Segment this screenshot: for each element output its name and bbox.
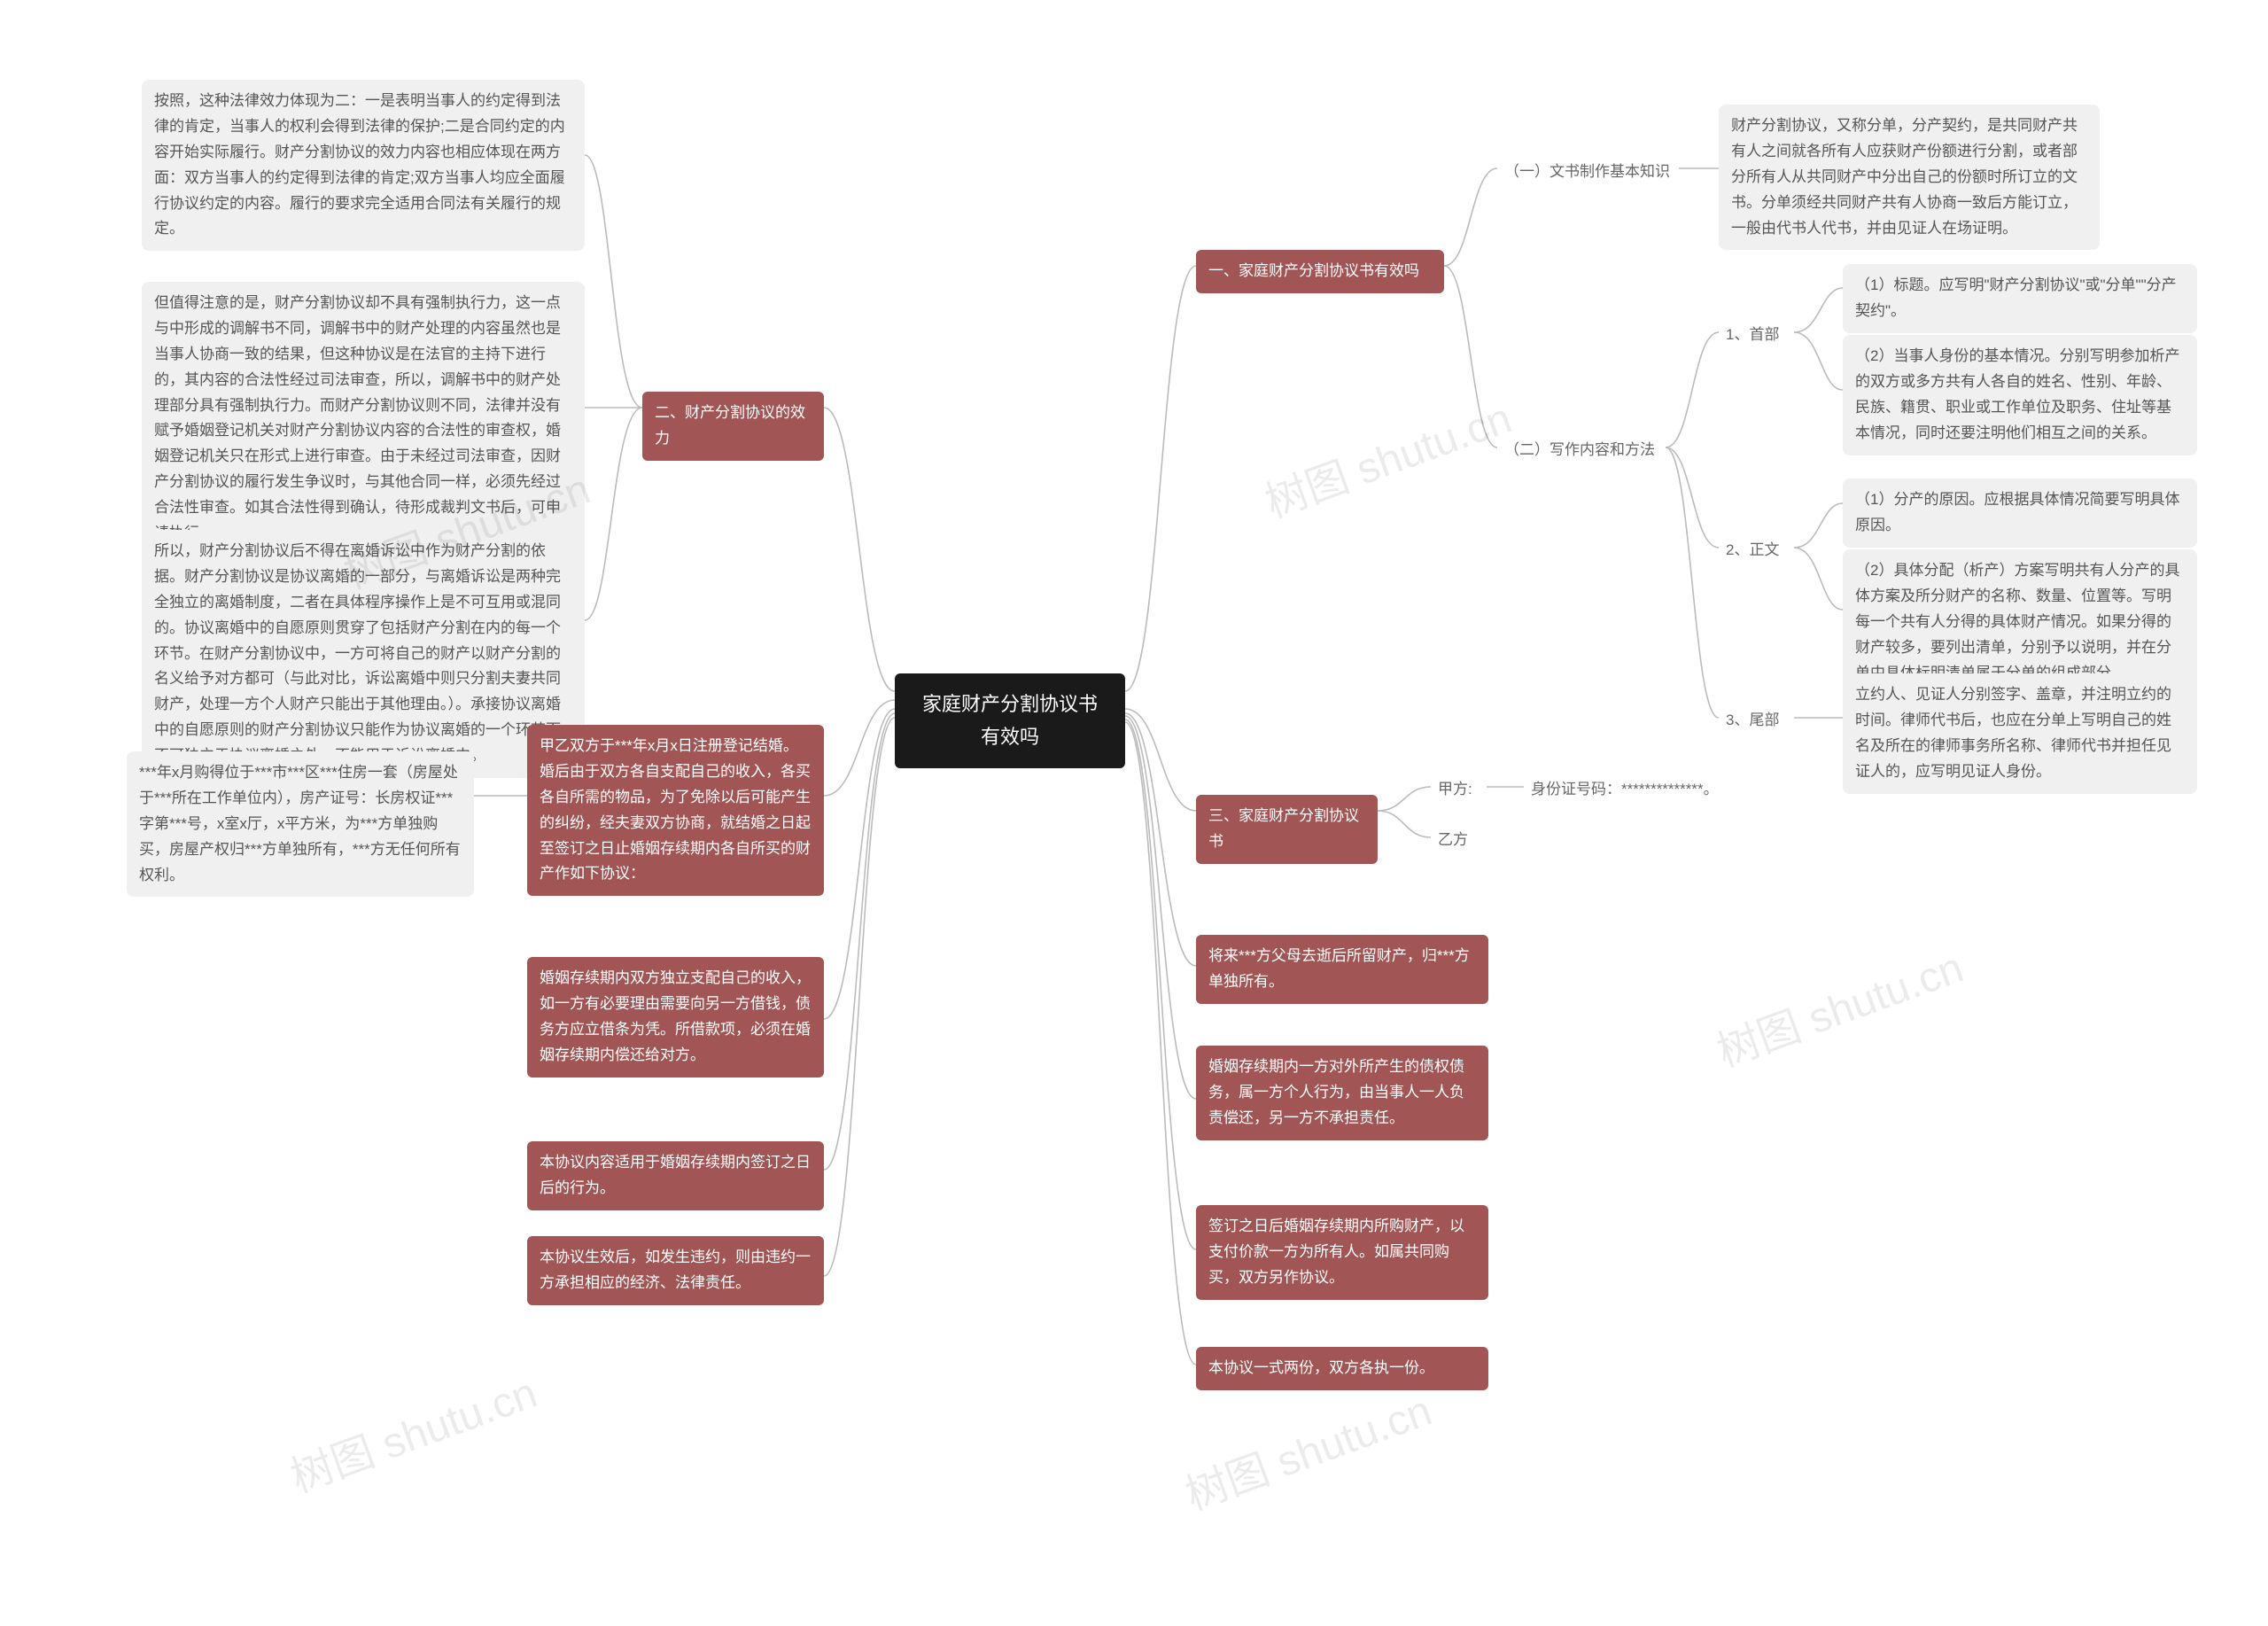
part1-item1-text: （1）标题。应写明"财产分割协议"或"分单""分产契约"。 [1855, 276, 2177, 319]
part2-item1-text: （1）分产的原因。应根据具体情况简要写明具体原因。 [1855, 491, 2179, 533]
section1-sub2: （二）写作内容和方法 [1497, 434, 1670, 467]
section2-note1: 按照，这种法律效力体现为二：一是表明当事人的约定得到法律的肯定，当事人的权利会得… [142, 80, 585, 251]
part1-label: 1、首部 [1726, 326, 1779, 343]
clause3-text: 本协议内容适用于婚姻存续期内签订之日后的行为。 [540, 1154, 811, 1196]
jia-label: 甲方: [1438, 781, 1472, 797]
rclause2-text: 婚姻存续期内一方对外所产生的债权债务，属一方个人行为，由当事人一人负责偿还，另一… [1208, 1058, 1464, 1126]
section1-sub1-note: 财产分割协议，又称分单，分产契约，是共同财产共有人之间就各所有人应获财产份额进行… [1719, 105, 2100, 250]
rclause3: 签订之日后婚姻存续期内所购财产，以支付价款一方为所有人。如属共同购买，双方另作协… [1196, 1205, 1488, 1300]
section1-node: 一、家庭财产分割协议书有效吗 [1196, 250, 1444, 293]
clause1-note: ***年x月购得位于***市***区***住房一套（房屋处于***所在工作单位内… [127, 751, 474, 897]
rclause2: 婚姻存续期内一方对外所产生的债权债务，属一方个人行为，由当事人一人负责偿还，另一… [1196, 1046, 1488, 1140]
part2: 2、正文 [1719, 534, 1794, 567]
part1-item2-text: （2）当事人身份的基本情况。分别写明参加析产的双方或多方共有人各自的姓名、性别、… [1855, 347, 2179, 441]
part1-item1: （1）标题。应写明"财产分割协议"或"分单""分产契约"。 [1843, 264, 2197, 333]
section3-label: 三、家庭财产分割协议书 [1208, 807, 1359, 850]
part3-label: 3、尾部 [1726, 712, 1779, 728]
section1-sub1: （一）文书制作基本知识 [1497, 156, 1683, 189]
section1-label: 一、家庭财产分割协议书有效吗 [1208, 262, 1419, 279]
rclause4-text: 本协议一式两份，双方各执一份。 [1208, 1359, 1434, 1376]
clause1-note-text: ***年x月购得位于***市***区***住房一套（房屋处于***所在工作单位内… [139, 764, 461, 883]
section1-sub2-label: （二）写作内容和方法 [1504, 441, 1655, 458]
clause2: 婚姻存续期内双方独立支配自己的收入，如一方有必要理由需要向另一方借钱，债务方应立… [527, 957, 824, 1078]
section1-sub1-label: （一）文书制作基本知识 [1504, 163, 1670, 180]
jia-id-text: 身份证号码：**************。 [1531, 781, 1719, 797]
part1: 1、首部 [1719, 319, 1794, 352]
watermark: 树图 shutu.cn [281, 1358, 544, 1504]
rclause1: 将来***方父母去逝后所留财产，归***方单独所有。 [1196, 935, 1488, 1004]
watermark: 树图 shutu.cn [1255, 383, 1518, 529]
rclause4: 本协议一式两份，双方各执一份。 [1196, 1347, 1488, 1390]
part3-note: 立约人、见证人分别签字、盖章，并注明立约的时间。律师代书后，也应在分单上写明自己… [1843, 673, 2197, 794]
yi-label: 乙方 [1438, 831, 1468, 848]
clause1-text: 甲乙双方于***年x月x日注册登记结婚。婚后由于双方各自支配自己的收入，各买各自… [540, 737, 811, 882]
jia: 甲方: [1431, 774, 1488, 806]
clause4-text: 本协议生效后，如发生违约，则由违约一方承担相应的经济、法律责任。 [540, 1249, 811, 1291]
section2-note3-text: 所以，财产分割协议后不得在离婚诉讼中作为财产分割的依据。财产分割协议是协议离婚的… [154, 542, 561, 764]
watermark: 树图 shutu.cn [1176, 1375, 1439, 1521]
part2-item2-text: （2）具体分配（析产）方案写明共有人分产的具体方案及所分财产的名称、数量、位置等… [1855, 562, 2179, 681]
center-node: 家庭财产分割协议书有效吗 [895, 673, 1125, 768]
section2-note3: 所以，财产分割协议后不得在离婚诉讼中作为财产分割的依据。财产分割协议是协议离婚的… [142, 530, 585, 778]
clause2-text: 婚姻存续期内双方独立支配自己的收入，如一方有必要理由需要向另一方借钱，债务方应立… [540, 969, 811, 1063]
part3-note-text: 立约人、见证人分别签字、盖章，并注明立约的时间。律师代书后，也应在分单上写明自己… [1855, 686, 2171, 780]
clause4: 本协议生效后，如发生违约，则由违约一方承担相应的经济、法律责任。 [527, 1236, 824, 1305]
part2-label: 2、正文 [1726, 541, 1779, 558]
rclause3-text: 签订之日后婚姻存续期内所购财产，以支付价款一方为所有人。如属共同购买，双方另作协… [1208, 1218, 1464, 1286]
part3: 3、尾部 [1719, 704, 1794, 737]
section2-note1-text: 按照，这种法律效力体现为二：一是表明当事人的约定得到法律的肯定，当事人的权利会得… [154, 92, 565, 237]
jia-id: 身份证号码：**************。 [1524, 774, 1754, 806]
section2-note2: 但值得注意的是，财产分割协议却不具有强制执行力，这一点与中形成的调解书不同，调解… [142, 282, 585, 556]
part1-item2: （2）当事人身份的基本情况。分别写明参加析产的双方或多方共有人各自的姓名、性别、… [1843, 335, 2197, 455]
watermark: 树图 shutu.cn [1707, 932, 1970, 1078]
section1-sub1-note-text: 财产分割协议，又称分单，分产契约，是共同财产共有人之间就各所有人应获财产份额进行… [1731, 117, 2078, 237]
section2-label: 二、财产分割协议的效力 [655, 404, 805, 447]
clause1: 甲乙双方于***年x月x日注册登记结婚。婚后由于双方各自支配自己的收入，各买各自… [527, 725, 824, 896]
rclause1-text: 将来***方父母去逝后所留财产，归***方单独所有。 [1208, 947, 1470, 990]
section3-node: 三、家庭财产分割协议书 [1196, 795, 1378, 864]
section2-note2-text: 但值得注意的是，财产分割协议却不具有强制执行力，这一点与中形成的调解书不同，调解… [154, 294, 561, 541]
part2-item1: （1）分产的原因。应根据具体情况简要写明具体原因。 [1843, 478, 2197, 548]
yi: 乙方 [1431, 824, 1488, 857]
center-title: 家庭财产分割协议书有效吗 [922, 693, 1098, 748]
clause3: 本协议内容适用于婚姻存续期内签订之日后的行为。 [527, 1141, 824, 1210]
section2-node: 二、财产分割协议的效力 [642, 392, 824, 461]
